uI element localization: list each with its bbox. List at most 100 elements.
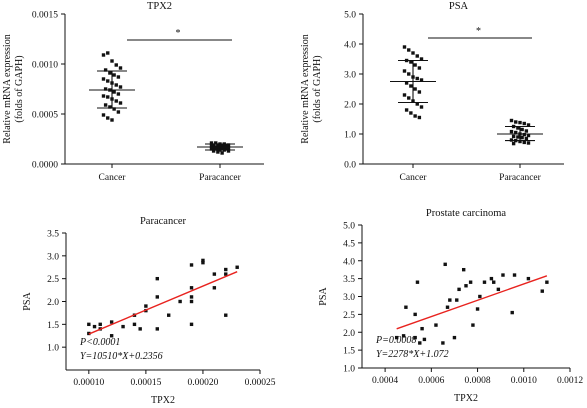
data-point <box>106 95 110 99</box>
data-point <box>422 337 427 342</box>
data-point <box>522 140 526 145</box>
data-point <box>526 133 531 138</box>
data-point <box>155 327 159 331</box>
data-point <box>413 335 417 340</box>
data-point <box>526 123 531 127</box>
data-point <box>404 81 409 85</box>
data-point <box>226 143 231 147</box>
data-point <box>114 83 118 87</box>
data-point <box>520 135 524 140</box>
data-point <box>489 276 494 281</box>
data-point <box>212 272 217 276</box>
y-tick-label: 3.5 <box>343 275 355 285</box>
significance-star: * <box>176 28 181 39</box>
y-tick-label: 4.0 <box>343 257 355 267</box>
data-point <box>409 60 413 64</box>
data-point <box>492 280 496 284</box>
y-tick-label: 2.0 <box>343 329 355 339</box>
data-point <box>415 102 419 106</box>
x-tick-label: Cancer <box>99 173 127 183</box>
p-value-annotation: P<0.0001 <box>79 337 120 348</box>
x-tick-label: Cancer <box>400 173 428 183</box>
data-point <box>224 144 229 148</box>
data-point <box>112 90 116 94</box>
x-tick-label: 0.0004 <box>372 376 398 386</box>
data-point <box>216 150 220 154</box>
data-point <box>417 90 422 94</box>
data-point <box>118 85 123 89</box>
data-point <box>413 312 417 317</box>
y-tick-label: 1.5 <box>47 321 59 331</box>
data-point <box>419 78 424 82</box>
data-point <box>413 63 417 67</box>
chart-title: TPX2 <box>147 1 172 12</box>
data-point <box>116 75 121 79</box>
y-tick-label: 3.0 <box>343 293 355 303</box>
data-point <box>103 68 108 72</box>
data-point <box>101 113 106 117</box>
y-axis-label: PSA <box>318 287 329 306</box>
data-point <box>402 93 407 97</box>
y-tick-label: 3.0 <box>47 252 59 262</box>
data-point <box>211 143 216 147</box>
x-tick-label: Paracancer <box>199 173 241 183</box>
data-point <box>419 57 424 61</box>
data-point <box>209 147 214 151</box>
data-point <box>189 286 194 290</box>
regression-line <box>88 271 238 335</box>
data-point <box>108 105 112 109</box>
data-point <box>441 341 445 345</box>
data-point <box>461 267 466 272</box>
data-point <box>409 84 413 88</box>
data-point <box>409 111 413 115</box>
x-tick-label: 0.00025 <box>245 378 276 388</box>
data-point <box>509 129 514 134</box>
y-axis-label: PSA <box>22 292 33 311</box>
y-tick-label: 1.5 <box>343 347 355 357</box>
y-axis-label: Relative mRNA expression <box>300 34 311 143</box>
data-point <box>511 134 516 139</box>
data-point <box>220 144 224 148</box>
x-tick-label: 0.0012 <box>557 376 583 386</box>
y-tick-label: 0.0000 <box>32 161 58 171</box>
y-tick-label: 2.5 <box>47 275 59 285</box>
data-point <box>516 135 520 139</box>
data-point <box>112 107 116 111</box>
data-point <box>226 146 231 150</box>
x-tick-label: 0.0006 <box>418 376 444 386</box>
data-point <box>404 108 409 112</box>
data-point <box>201 258 205 263</box>
data-point <box>452 335 457 340</box>
data-point <box>201 260 205 265</box>
data-point <box>101 53 106 57</box>
y-tick-label: 1.0 <box>47 344 59 354</box>
data-point <box>189 299 194 304</box>
x-axis-label: TPX2 <box>454 393 478 404</box>
p-value-annotation: P=0.0008 <box>375 335 416 346</box>
data-point <box>224 147 229 151</box>
data-point <box>520 127 524 132</box>
data-point <box>540 289 544 293</box>
y-axis-label: Relative mRNA expression <box>2 34 13 143</box>
y-axis-label: (folds of GAPH) <box>14 55 25 122</box>
data-point <box>211 149 216 153</box>
y-tick-label: 0.0010 <box>32 61 58 71</box>
data-point <box>478 294 482 299</box>
data-point <box>106 51 110 55</box>
data-point <box>189 322 194 327</box>
data-point <box>109 334 114 338</box>
data-point <box>401 334 406 338</box>
x-tick-label: 0.00020 <box>188 378 219 388</box>
regression-equation: Y=10510*X+0.2356 <box>80 351 163 362</box>
data-point <box>220 146 224 150</box>
y-tick-label: 5.0 <box>343 222 355 232</box>
y-tick-label: 1.0 <box>343 365 355 375</box>
data-point <box>482 280 487 284</box>
data-point <box>445 305 450 309</box>
y-tick-label: 1.0 <box>344 131 356 141</box>
data-point <box>209 144 214 148</box>
data-point <box>189 263 194 267</box>
data-point <box>522 121 526 126</box>
data-point <box>132 322 137 327</box>
